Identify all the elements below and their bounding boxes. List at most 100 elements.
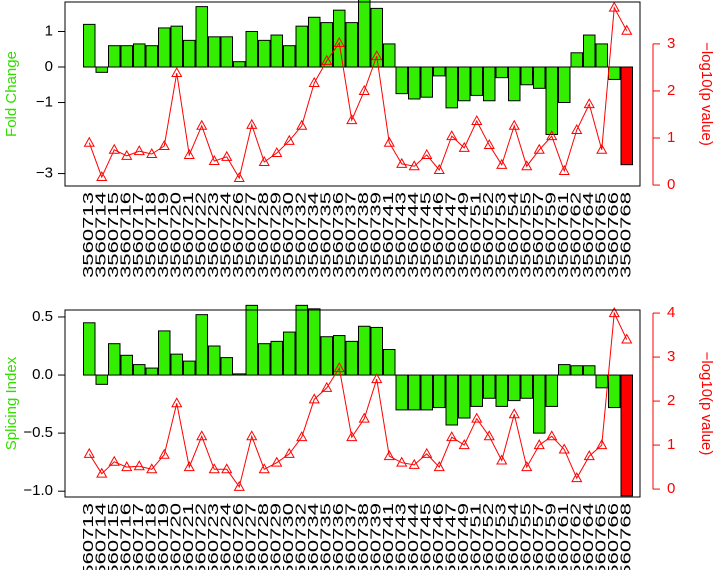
bar	[470, 66, 483, 96]
marker	[621, 24, 633, 35]
bar	[283, 331, 296, 376]
marker	[496, 454, 508, 465]
x-tick-label: 3560718	[143, 503, 160, 570]
x-tick-label: 3560715	[105, 503, 122, 570]
bar	[245, 30, 258, 68]
x-tick-label: 3560727	[243, 503, 260, 570]
bar	[533, 66, 546, 89]
marker	[408, 458, 420, 469]
marker	[208, 463, 220, 474]
bar	[470, 374, 483, 407]
bar	[320, 336, 333, 376]
bar	[370, 326, 383, 376]
marker	[571, 123, 583, 134]
marker	[546, 130, 558, 141]
y2-tick-label: 3	[667, 348, 675, 365]
bar	[220, 357, 233, 376]
x-tick-label: 3560721	[180, 192, 197, 278]
x-tick-label: 3560764	[580, 503, 597, 570]
marker	[146, 147, 158, 158]
bar	[258, 39, 271, 68]
bar	[495, 374, 508, 407]
x-tick-label: 3560720	[168, 192, 185, 278]
x-tick-label: 3560761	[555, 192, 572, 278]
marker	[196, 430, 208, 441]
x-tick-label: 3560755	[518, 192, 535, 278]
x-tick-label: 3560722	[193, 192, 210, 278]
bar	[220, 36, 233, 68]
bar	[358, 325, 371, 376]
bar	[583, 34, 596, 68]
x-tick-label: 3560714	[93, 192, 110, 278]
y-axis-title: Splicing Index	[3, 356, 20, 450]
marker	[433, 163, 445, 174]
marker	[521, 160, 533, 171]
bar	[170, 353, 183, 376]
y-tick-label: −1.0	[23, 482, 53, 499]
x-tick-label: 3560765	[593, 192, 610, 278]
bar	[270, 34, 283, 68]
bar	[258, 343, 271, 376]
x-tick-label: 3560752	[480, 503, 497, 570]
bar	[295, 25, 308, 68]
marker	[346, 114, 358, 125]
marker	[458, 141, 470, 152]
marker	[371, 50, 383, 61]
bar	[520, 66, 533, 86]
marker	[421, 447, 433, 458]
y-axis-title: Fold Change	[3, 51, 20, 137]
y2-axis-title: −log10(p value)	[698, 352, 715, 456]
bar	[545, 374, 558, 407]
bar	[483, 66, 496, 102]
x-tick-label: 3560728	[255, 192, 272, 278]
marker	[108, 143, 120, 154]
marker	[208, 155, 220, 166]
bar	[608, 374, 621, 409]
marker	[121, 149, 133, 160]
x-tick-label: 3560726	[230, 503, 247, 570]
bar	[133, 364, 146, 376]
bar	[95, 374, 108, 385]
marker	[583, 450, 595, 461]
bar	[408, 66, 421, 100]
x-tick-label: 3560743	[393, 192, 410, 278]
x-tick-label: 3560729	[268, 192, 285, 278]
marker	[383, 136, 395, 147]
marker	[558, 164, 570, 175]
x-tick-label: 3560730	[280, 192, 297, 278]
x-tick-label: 3560753	[493, 503, 510, 570]
marker	[396, 157, 408, 168]
x-tick-label: 3560719	[155, 192, 172, 278]
x-tick-label: 3560720	[168, 503, 185, 570]
marker	[546, 430, 558, 441]
marker	[96, 467, 108, 478]
x-tick-label: 3560745	[418, 192, 435, 278]
x-tick-label: 3560754	[505, 503, 522, 570]
x-tick-label: 3560746	[430, 192, 447, 278]
x-tick-label: 3560728	[255, 503, 272, 570]
marker	[233, 480, 245, 491]
bar	[158, 27, 171, 68]
bar	[208, 345, 221, 376]
bar	[420, 66, 433, 98]
marker	[358, 412, 370, 423]
marker	[508, 119, 520, 130]
x-tick-label: 3560737	[343, 503, 360, 570]
marker	[158, 139, 170, 150]
bar	[520, 374, 533, 399]
marker	[183, 148, 195, 159]
bar	[383, 348, 396, 376]
x-tick-label: 3560724	[218, 503, 235, 570]
x-tick-label: 3560736	[330, 503, 347, 570]
x-tick-label: 3560744	[405, 192, 422, 278]
marker	[233, 171, 245, 182]
bar	[195, 314, 208, 376]
x-tick-label: 3560736	[330, 192, 347, 278]
bar	[133, 43, 146, 68]
bar	[145, 45, 158, 68]
marker	[521, 461, 533, 472]
bar	[395, 66, 408, 95]
marker	[221, 150, 233, 161]
x-tick-label: 3560726	[230, 192, 247, 278]
